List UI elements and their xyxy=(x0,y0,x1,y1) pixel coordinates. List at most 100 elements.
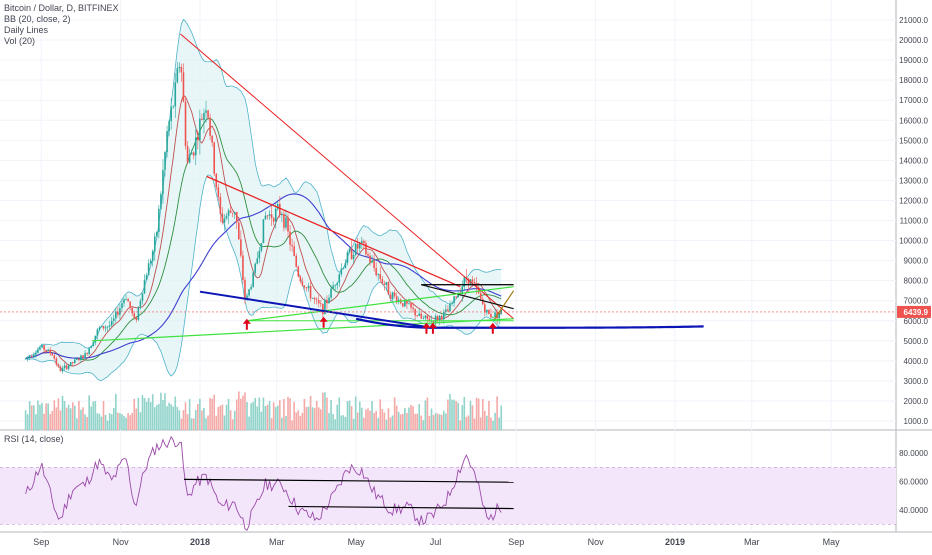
candle-body xyxy=(227,210,230,216)
volume-bar xyxy=(100,416,103,430)
candle-body xyxy=(248,289,250,296)
candle-body xyxy=(125,299,127,300)
candle-body xyxy=(254,263,257,273)
candle-body xyxy=(258,250,261,259)
candle-body xyxy=(235,212,238,223)
candle-body xyxy=(108,325,111,327)
x-tick-label: May xyxy=(348,537,366,547)
volume-bar xyxy=(352,418,355,430)
candle-body xyxy=(272,218,275,222)
volume-bar xyxy=(299,415,302,430)
volume-bar xyxy=(326,397,328,430)
candle-body xyxy=(244,279,246,299)
volume-bar xyxy=(381,409,384,430)
candle-body xyxy=(445,309,447,313)
volume-bar xyxy=(311,407,314,430)
candle-body xyxy=(293,246,295,256)
candle-body xyxy=(57,364,60,367)
volume-bar xyxy=(324,392,326,430)
candle-body xyxy=(270,214,273,219)
volume-bar xyxy=(430,408,433,430)
volume-bar xyxy=(84,414,86,430)
candle-body xyxy=(377,274,380,276)
volume-bar xyxy=(317,407,320,430)
volume-bar xyxy=(268,400,271,430)
volume-bar xyxy=(86,416,88,430)
rsi-indicator-label[interactable]: RSI (14, close) xyxy=(4,434,64,444)
volume-bar xyxy=(410,404,412,430)
y-tick-label: 7000.0 xyxy=(904,297,929,306)
candle-body xyxy=(102,325,105,329)
volume-bar xyxy=(496,396,498,430)
volume-bar xyxy=(373,413,375,430)
rsi-band xyxy=(0,467,896,525)
volume-bar xyxy=(219,405,222,430)
candle-body xyxy=(340,268,343,275)
volume-bar xyxy=(356,412,359,430)
up-arrow-head xyxy=(488,322,497,328)
candle-body xyxy=(309,285,312,299)
volume-indicator-label[interactable]: Vol (20) xyxy=(4,36,36,46)
candle-body xyxy=(252,272,254,287)
volume-bar xyxy=(39,404,41,430)
x-tick-label: Mar xyxy=(269,537,285,547)
black-triangle-line xyxy=(421,284,514,310)
candle-body xyxy=(287,217,289,232)
candle-body xyxy=(369,255,371,263)
candle-body xyxy=(375,268,377,276)
candle-body xyxy=(266,215,269,217)
volume-bar xyxy=(258,397,261,430)
volume-bar xyxy=(78,400,80,430)
up-arrow-head xyxy=(428,322,437,328)
candle-body xyxy=(158,208,160,233)
volume-bar xyxy=(328,413,330,430)
volume-bar xyxy=(274,407,277,430)
candle-body xyxy=(393,292,396,297)
volume-bar xyxy=(371,401,373,430)
symbol-title[interactable]: Bitcoin / Dollar, D, BITFINEX xyxy=(4,3,119,13)
y-tick-label: 12000.0 xyxy=(899,196,928,205)
candle-body xyxy=(127,299,129,302)
candle-body xyxy=(416,315,418,317)
volume-bar xyxy=(361,407,363,430)
y-tick-label: 9000.0 xyxy=(904,257,929,266)
candle-body xyxy=(37,349,39,353)
candle-body xyxy=(28,356,31,358)
volume-bar xyxy=(180,418,183,430)
candle-body xyxy=(256,258,259,264)
candle-body xyxy=(143,279,146,294)
daily-lines-label[interactable]: Daily Lines xyxy=(4,25,49,35)
candle-body xyxy=(276,204,279,209)
candle-body xyxy=(213,142,216,174)
rsi-support-line xyxy=(288,505,514,510)
candle-body xyxy=(197,137,199,141)
volume-bar xyxy=(65,407,68,430)
volume-bar xyxy=(297,410,300,430)
bb-indicator-label[interactable]: BB (20, close, 2) xyxy=(4,14,71,24)
volume-bar xyxy=(231,419,234,430)
candle-body xyxy=(342,268,345,270)
candle-body xyxy=(391,292,394,300)
candle-body xyxy=(481,298,484,305)
volume-bar xyxy=(295,412,298,430)
volume-bar xyxy=(475,397,478,430)
y-tick-label: 5000.0 xyxy=(904,337,929,346)
volume-bar xyxy=(24,410,27,430)
candle-body xyxy=(209,117,211,136)
ma-fast-line xyxy=(25,94,502,367)
volume-bar xyxy=(428,415,431,430)
ma-long-line xyxy=(25,193,502,360)
y-tick-label: 15000.0 xyxy=(899,136,928,145)
candle-body xyxy=(141,293,144,301)
volume-bar xyxy=(250,403,252,430)
volume-bar xyxy=(176,406,179,430)
volume-bar xyxy=(344,416,347,430)
volume-bar xyxy=(490,417,492,430)
volume-bar xyxy=(391,415,394,430)
candle-body xyxy=(410,303,412,308)
candle-body xyxy=(406,300,408,304)
volume-bar xyxy=(106,420,109,430)
volume-bar xyxy=(369,410,371,430)
